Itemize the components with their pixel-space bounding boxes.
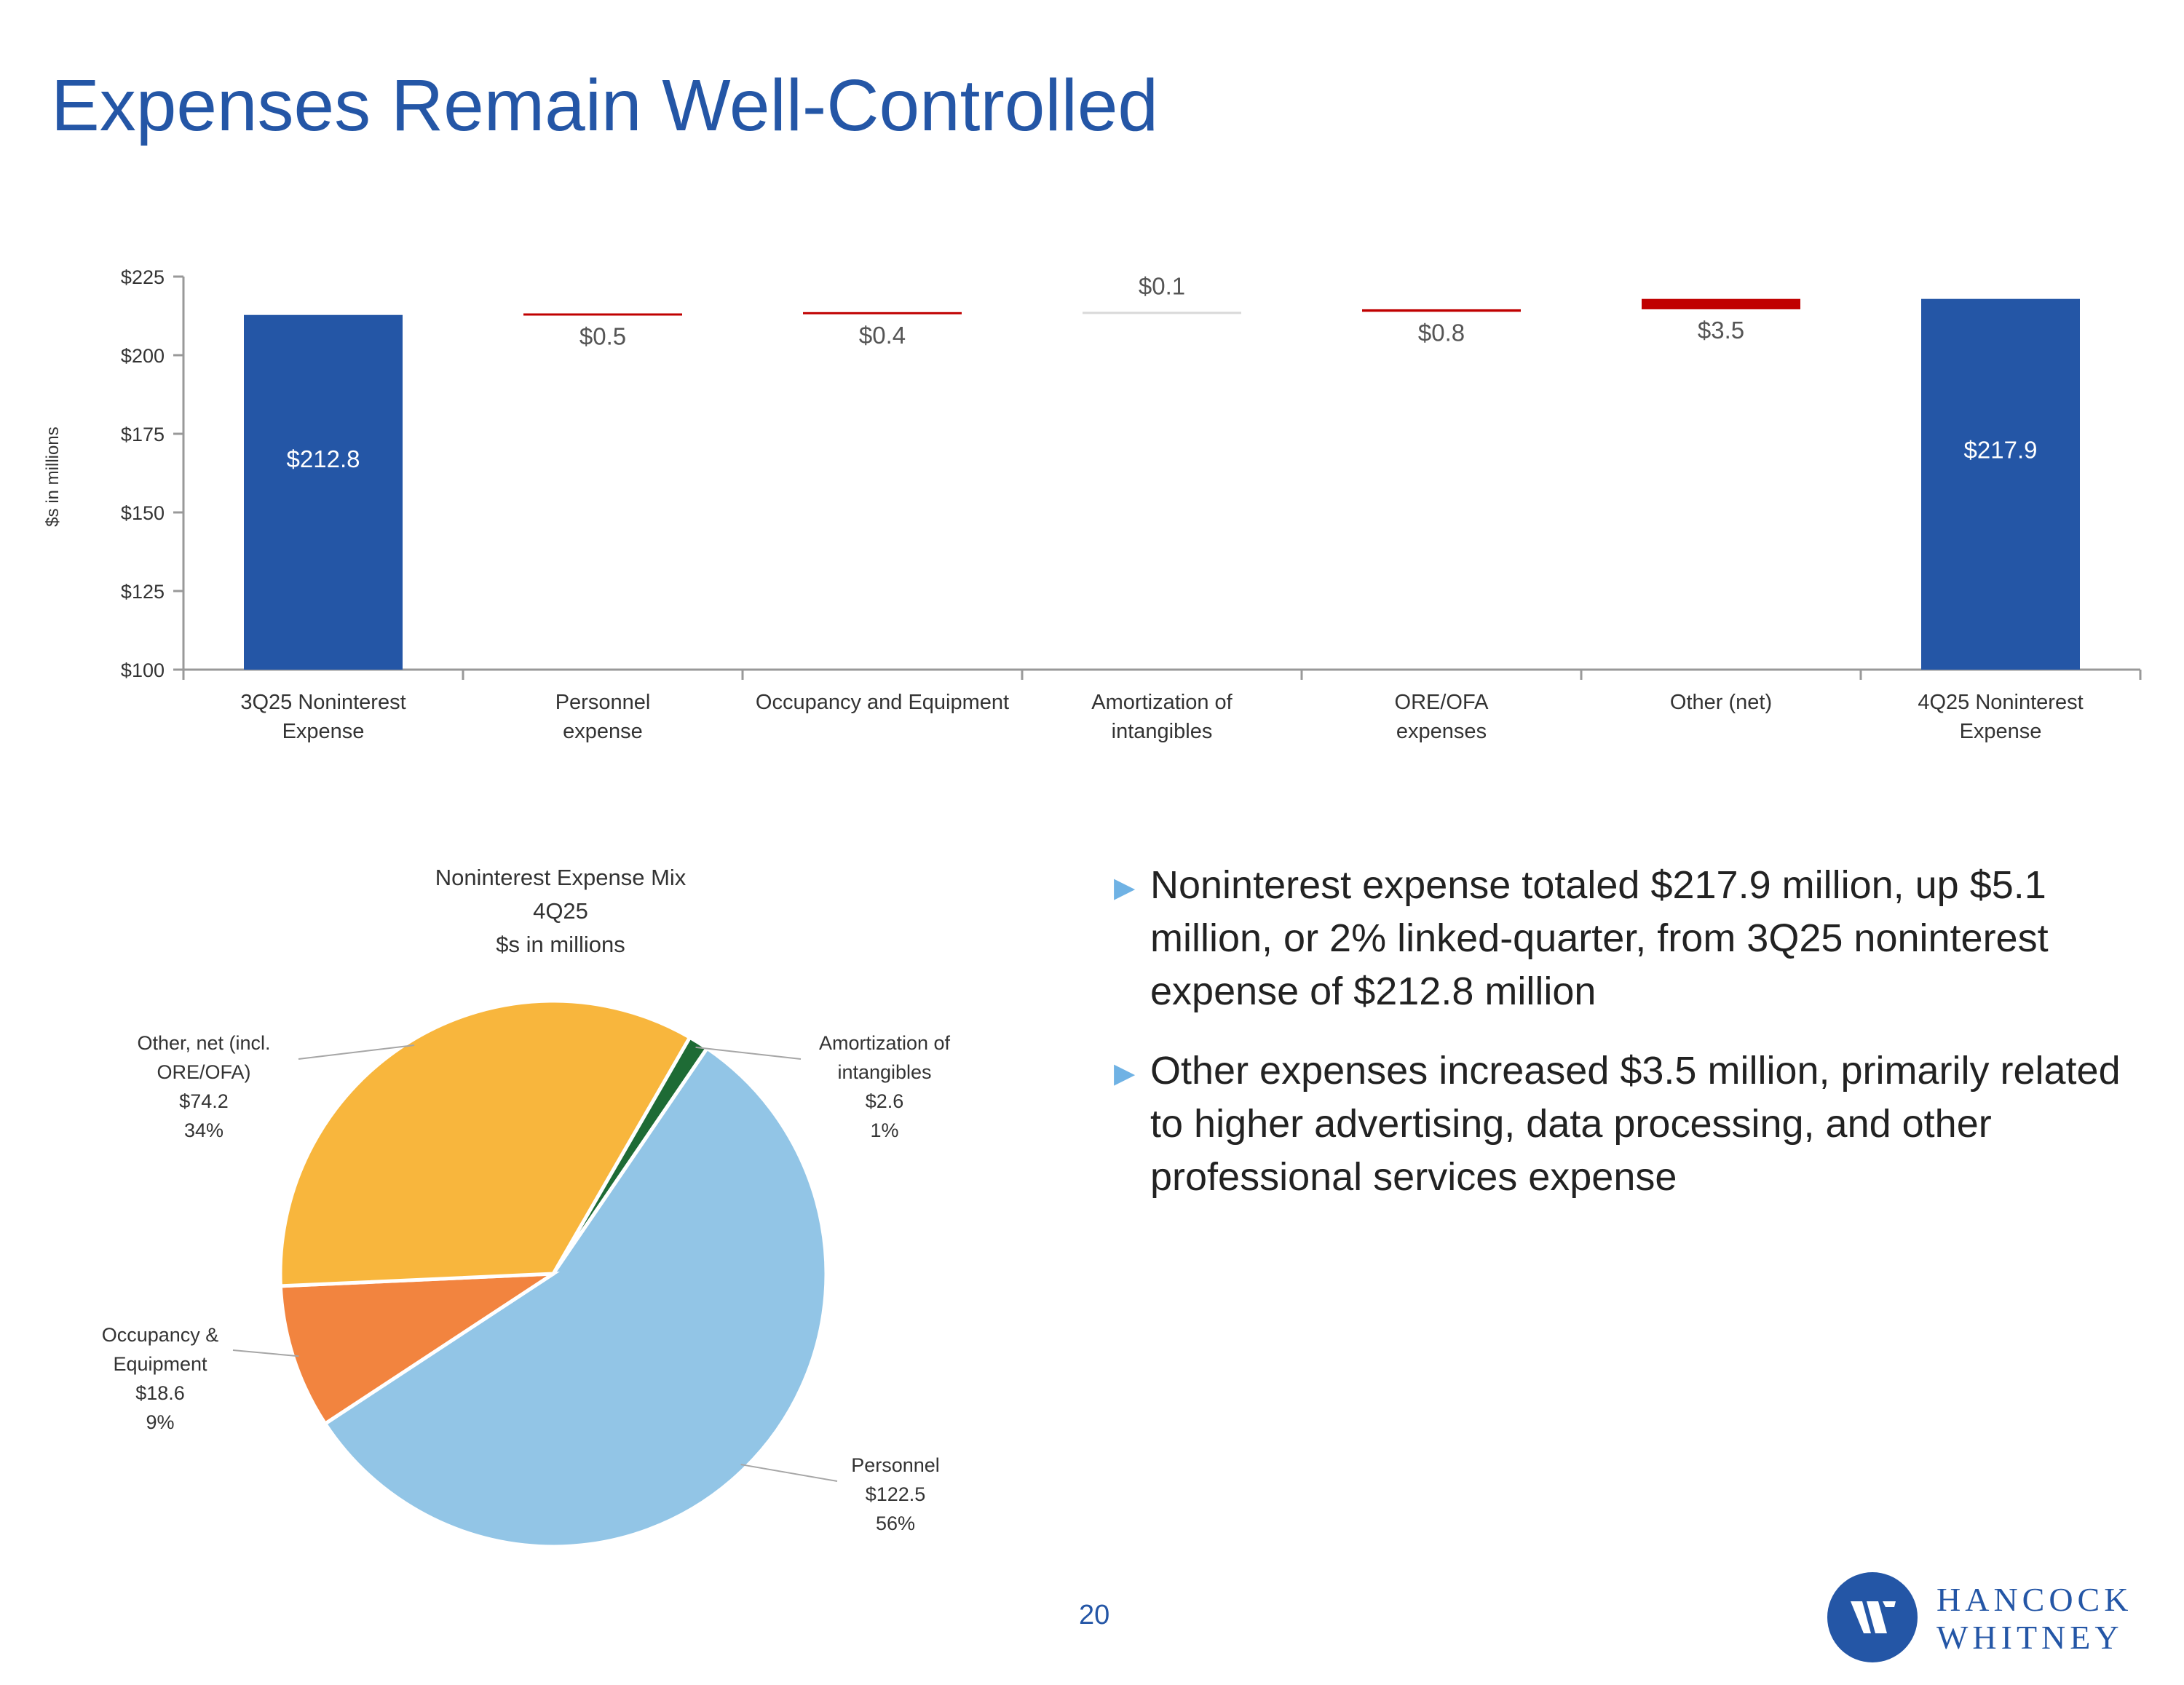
bar-value-label: $212.8 bbox=[287, 445, 360, 472]
pie-slice-label: $2.6 bbox=[866, 1090, 904, 1112]
waterfall-bar bbox=[244, 314, 403, 670]
bullet-arrow-icon: ▶ bbox=[1114, 1058, 1136, 1089]
pie-slice-label: Personnel bbox=[851, 1454, 940, 1476]
waterfall-bar bbox=[1921, 298, 2080, 670]
waterfall-bar bbox=[1362, 309, 1521, 312]
pie-chart: Noninterest Expense Mix 4Q25 $s in million… bbox=[102, 865, 951, 1549]
waterfall-chart: $100 $125 $150 $175 $200 $225 $s in millions $2… bbox=[43, 266, 2142, 743]
page-number: 20 bbox=[1079, 1600, 1110, 1630]
pie-slice-label: $18.6 bbox=[135, 1382, 185, 1404]
x-category-label: 3Q25 Noninterest bbox=[240, 691, 405, 714]
pie-slice bbox=[323, 1045, 828, 1549]
bar-value-label: $217.9 bbox=[1964, 437, 2038, 464]
pie-title: $s in millions bbox=[496, 932, 625, 957]
pie-slice-label: 34% bbox=[184, 1119, 223, 1141]
y-tick-label: $100 bbox=[121, 659, 165, 681]
page-title: Expenses Remain Well-Controlled bbox=[51, 65, 1159, 146]
pie-slice-label: $74.2 bbox=[179, 1090, 229, 1112]
logo-line-2: WHITNEY bbox=[1936, 1619, 2124, 1656]
pie-title: Noninterest Expense Mix bbox=[435, 865, 687, 890]
company-logo: HANCOCK WHITNEY bbox=[1827, 1572, 2148, 1667]
bullet-text: Noninterest expense totaled $217.9 milli… bbox=[1150, 863, 2049, 1013]
x-category-label: expenses bbox=[1396, 720, 1487, 743]
x-category-label: Expense bbox=[1960, 720, 2042, 743]
x-category-label: expense bbox=[563, 720, 643, 743]
bullet-item: ▶ Noninterest expense totaled $217.9 mil… bbox=[1107, 859, 2140, 1018]
y-tick-label: $150 bbox=[121, 502, 165, 524]
bullet-list: ▶ Noninterest expense totaled $217.9 mil… bbox=[1107, 859, 2140, 1230]
x-category-label: 4Q25 Noninterest bbox=[1918, 691, 2083, 714]
pie-slice-label: 9% bbox=[146, 1411, 174, 1433]
waterfall-bar bbox=[803, 312, 962, 314]
x-category-label: ORE/OFA bbox=[1395, 691, 1489, 714]
x-category-label: Other (net) bbox=[1670, 691, 1772, 714]
bullet-item: ▶ Other expenses increased $3.5 million,… bbox=[1107, 1044, 2140, 1204]
pie-slice-label: 56% bbox=[876, 1512, 915, 1534]
pie-slice-label: intangibles bbox=[837, 1061, 931, 1083]
pie-leader-line bbox=[740, 1464, 838, 1482]
logo-line-1: HANCOCK bbox=[1936, 1581, 2133, 1618]
logo-mark-icon bbox=[1827, 1572, 1918, 1662]
pie-slice-label: 1% bbox=[870, 1119, 898, 1141]
pie-slice-label: Equipment bbox=[113, 1353, 207, 1375]
pie-leader-line bbox=[298, 1044, 415, 1060]
pie-slice bbox=[278, 999, 692, 1288]
pie-slice-label: $122.5 bbox=[866, 1483, 926, 1505]
y-tick-label: $200 bbox=[121, 345, 165, 367]
pie-slice-label: Amortization of bbox=[819, 1032, 951, 1054]
y-axis-title: $s in millions bbox=[43, 427, 63, 526]
pie-leader-line bbox=[695, 1046, 802, 1060]
pie-slice-label: ORE/OFA) bbox=[157, 1061, 250, 1083]
x-category-label: Expense bbox=[282, 720, 365, 743]
x-category-label: intangibles bbox=[1112, 720, 1213, 743]
bullet-text: Other expenses increased $3.5 million, p… bbox=[1150, 1049, 2121, 1199]
bar-value-label: $0.1 bbox=[1139, 272, 1185, 299]
pie-leader-line bbox=[232, 1349, 299, 1357]
y-tick-label: $125 bbox=[121, 581, 165, 603]
x-category-label: Personnel bbox=[555, 691, 651, 714]
pie-title: 4Q25 bbox=[533, 898, 588, 924]
waterfall-bar bbox=[1083, 312, 1241, 314]
bar-value-label: $0.5 bbox=[579, 323, 626, 350]
bar-value-label: $0.4 bbox=[859, 322, 906, 349]
pie-slice-label: Occupancy & bbox=[102, 1324, 219, 1346]
pie-slice-label: Other, net (incl. bbox=[137, 1032, 270, 1054]
bar-value-label: $0.8 bbox=[1418, 319, 1465, 346]
bar-value-label: $3.5 bbox=[1698, 317, 1744, 344]
bullet-arrow-icon: ▶ bbox=[1114, 873, 1136, 903]
logo-text: HANCOCK WHITNEY bbox=[1936, 1581, 2132, 1657]
y-tick-label: $225 bbox=[121, 266, 165, 288]
x-category-label: Occupancy and Equipment bbox=[756, 691, 1009, 714]
y-tick-label: $175 bbox=[121, 424, 165, 445]
waterfall-bar bbox=[1642, 298, 1800, 309]
waterfall-bar bbox=[523, 313, 682, 316]
pie-slice bbox=[278, 1272, 560, 1427]
x-category-label: Amortization of bbox=[1091, 691, 1233, 714]
